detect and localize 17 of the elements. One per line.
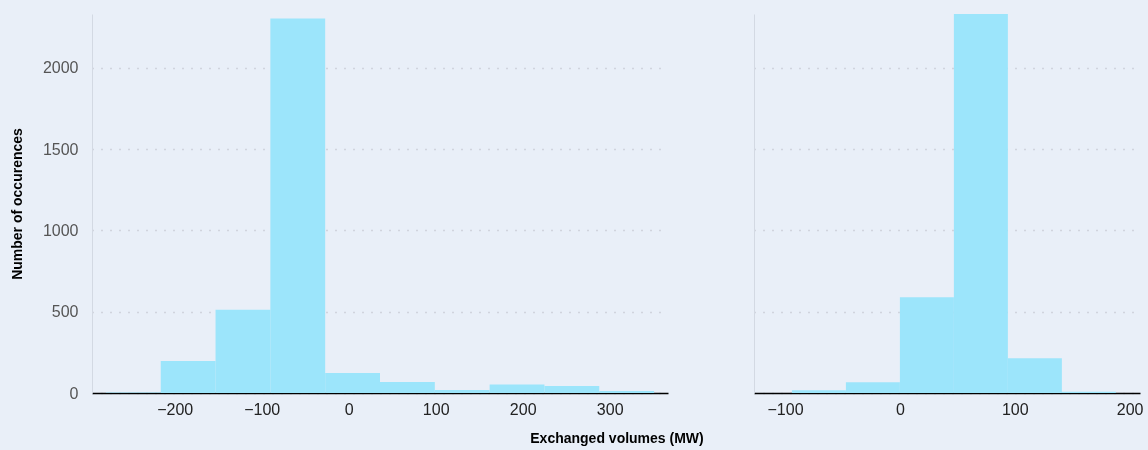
y-tick-label: 0 — [69, 384, 79, 402]
x-tick-label: −100 — [767, 400, 804, 418]
y-tick-label: 1500 — [42, 140, 79, 158]
y-tick-label: 2000 — [42, 59, 79, 77]
x-tick-label: 200 — [1116, 400, 1144, 418]
y-tick-label: 500 — [51, 303, 79, 321]
x-tick-label: 0 — [344, 400, 354, 418]
x-axis-title: Exchanged volumes (MW) — [530, 429, 704, 446]
x-tick-label: −200 — [157, 400, 194, 418]
x-tick-label: −100 — [244, 400, 281, 418]
x-tick-label: 300 — [596, 400, 624, 418]
y-tick-label: 1000 — [42, 221, 79, 239]
x-tick-label: 0 — [895, 400, 905, 418]
x-tick-label: 100 — [422, 400, 450, 418]
x-tick-label: 200 — [509, 400, 537, 418]
y-axis-title: Number of occurences — [8, 127, 25, 280]
x-tick-label: 100 — [1001, 400, 1029, 418]
